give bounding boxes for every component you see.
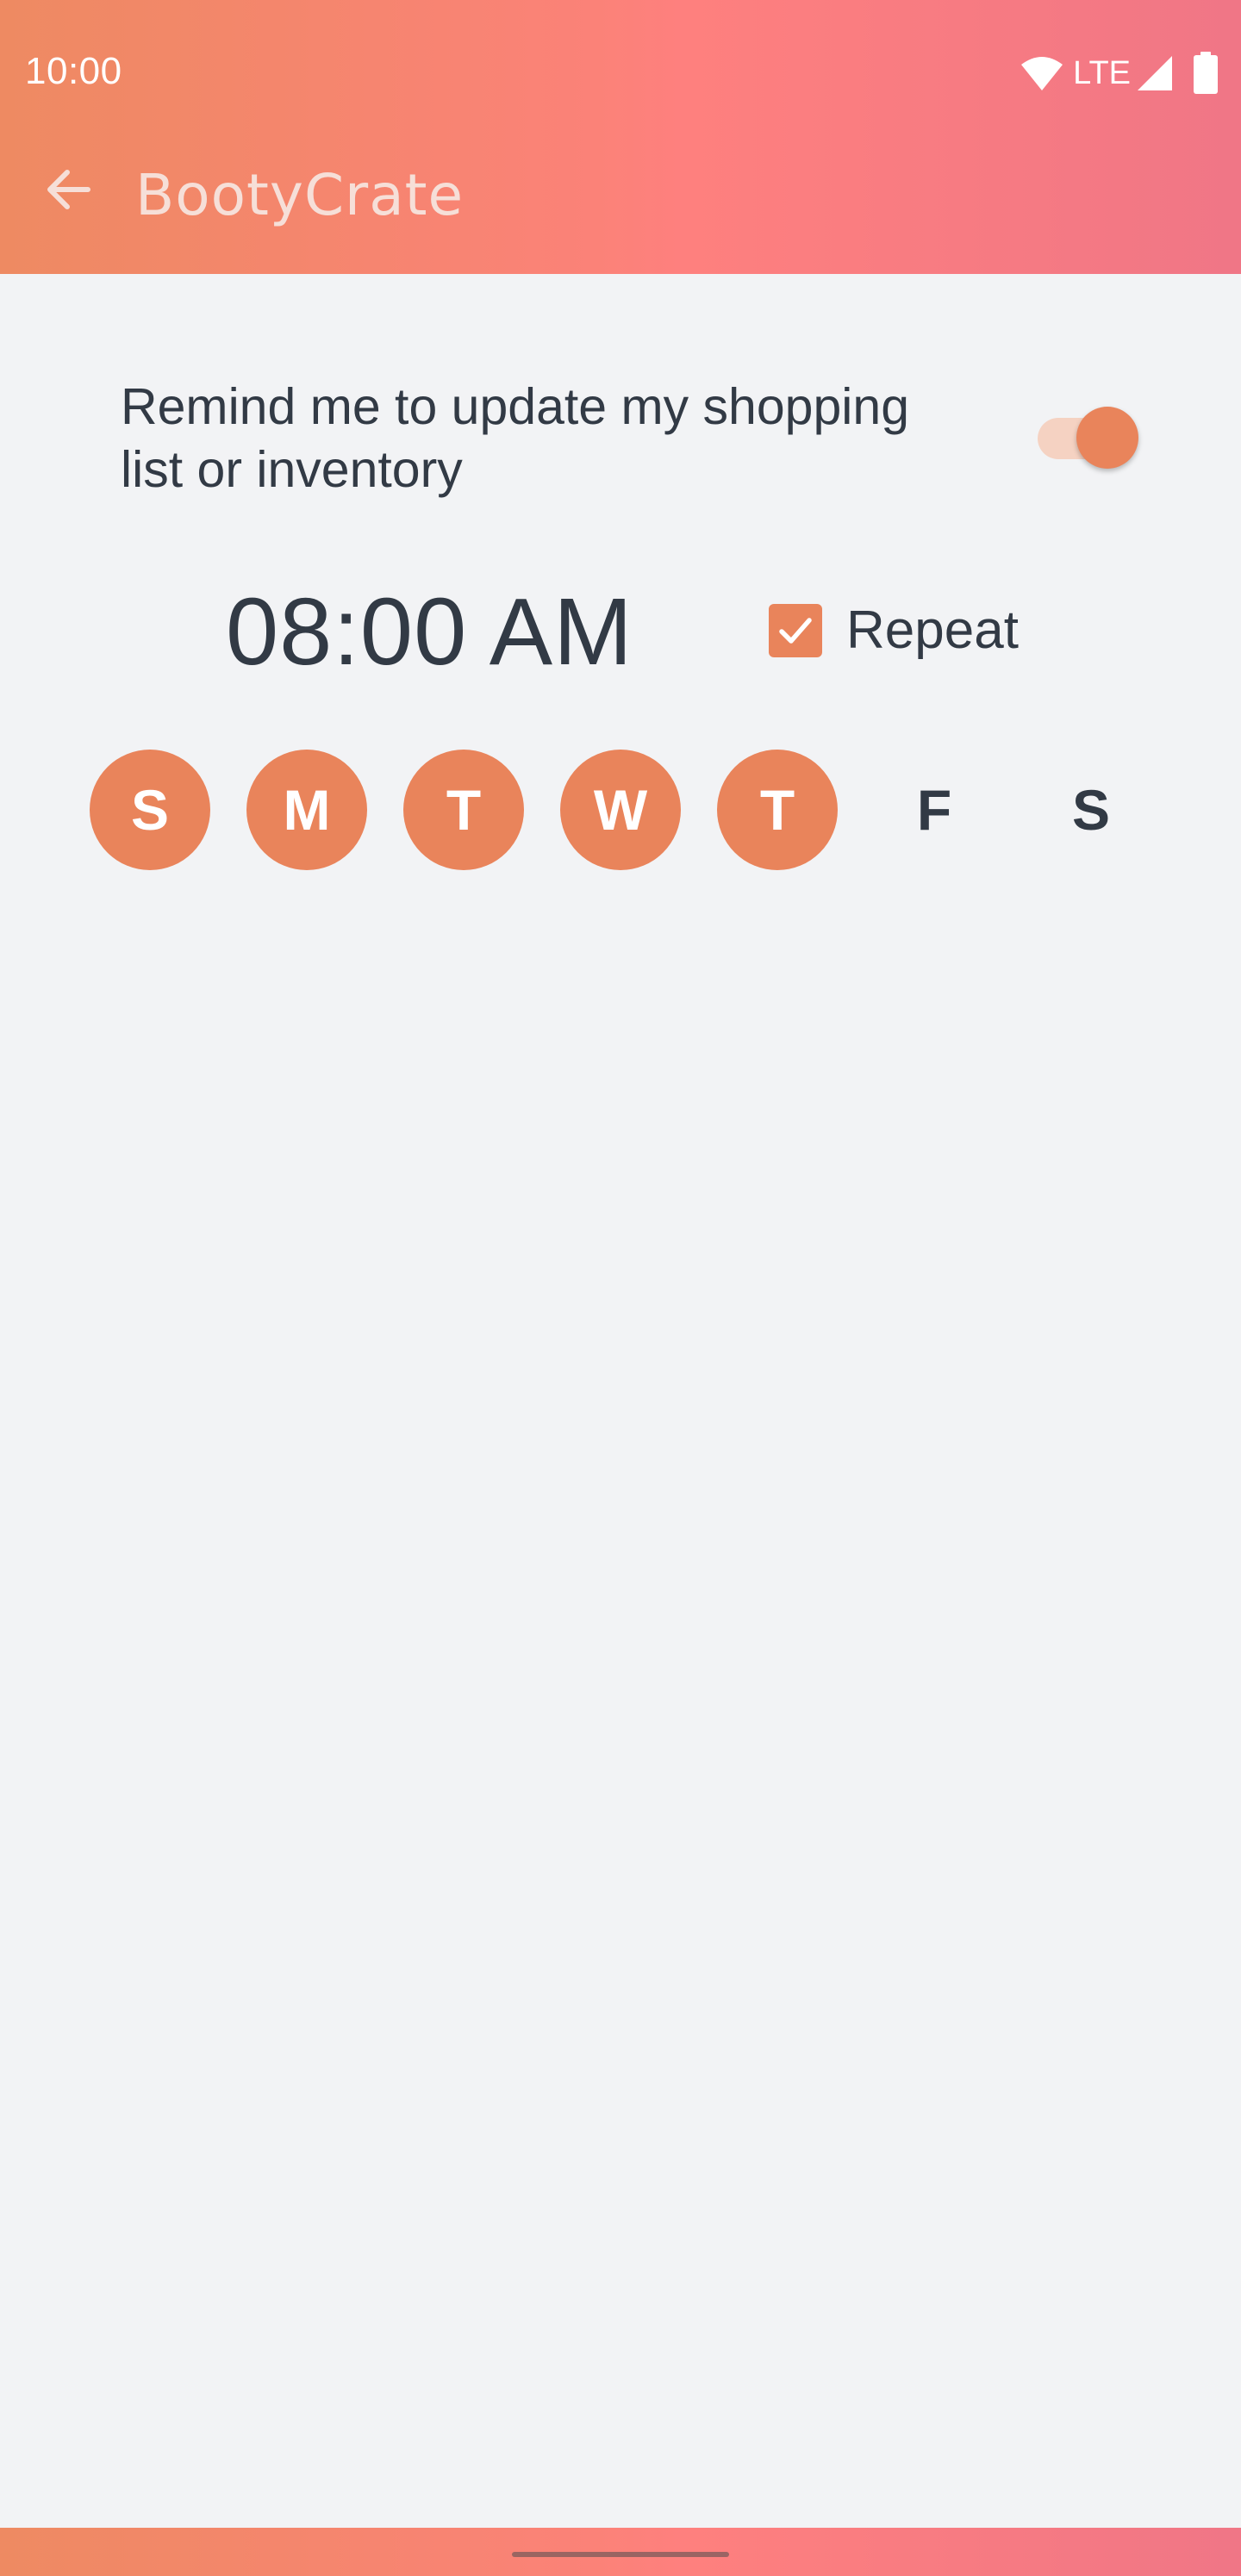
- reminder-time[interactable]: 08:00 AM: [226, 579, 633, 685]
- status-icons: LTE: [1020, 50, 1219, 96]
- day-monday[interactable]: M: [246, 750, 367, 870]
- toggle-thumb: [1076, 407, 1138, 469]
- day-tuesday[interactable]: T: [403, 750, 524, 870]
- repeat-option[interactable]: Repeat: [769, 600, 1019, 661]
- day-wednesday[interactable]: W: [560, 750, 681, 870]
- repeat-label: Repeat: [846, 600, 1019, 660]
- top-app-bar: 10:00 LTE BootyCrate: [0, 0, 1241, 274]
- status-time: 10:00: [25, 50, 122, 92]
- day-thursday[interactable]: T: [717, 750, 838, 870]
- battery-icon: [1194, 52, 1218, 94]
- back-button[interactable]: [33, 155, 102, 224]
- navigation-bar: [0, 2528, 1241, 2576]
- check-icon: [779, 617, 812, 644]
- network-type-label: LTE: [1073, 54, 1131, 91]
- wifi-icon: [1021, 57, 1063, 90]
- repeat-checkbox[interactable]: [769, 603, 822, 657]
- reminder-toggle[interactable]: [1038, 403, 1141, 469]
- arrow-back-icon: [47, 170, 90, 209]
- app-title: BootyCrate: [135, 162, 465, 228]
- reminder-label: Remind me to update my shopping list or …: [121, 378, 910, 498]
- day-friday[interactable]: F: [916, 778, 952, 842]
- gesture-handle[interactable]: [512, 2552, 729, 2557]
- day-saturday[interactable]: S: [1071, 778, 1111, 842]
- weekday-selector: S M T W T F S: [90, 750, 1158, 870]
- signal-icon: [1138, 56, 1172, 90]
- day-sunday[interactable]: S: [90, 750, 210, 870]
